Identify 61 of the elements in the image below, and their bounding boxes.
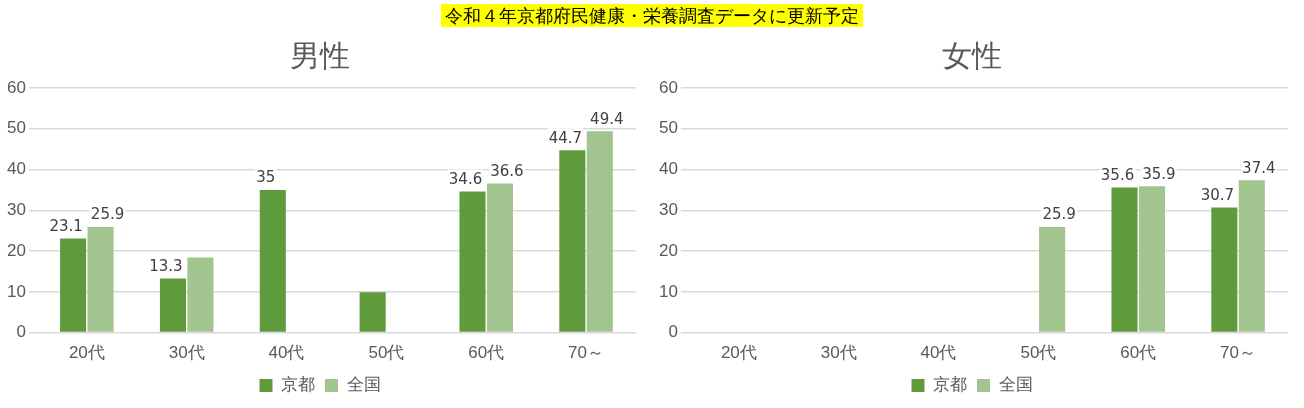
bar: [60, 238, 87, 332]
data-label: 35.6: [1100, 165, 1135, 184]
data-label: 13.3: [149, 256, 183, 275]
y-tick-label: 40: [6, 159, 26, 179]
x-tick-label: 20代: [720, 343, 757, 363]
data-label: 37.4: [1242, 158, 1276, 177]
bar: [359, 292, 386, 332]
x-tick-label: 40代: [920, 343, 957, 363]
y-tick-label: 30: [6, 199, 26, 219]
bar: [459, 191, 486, 332]
y-tick-label: 40: [658, 159, 678, 179]
x-tick-label: 50代: [368, 343, 405, 363]
bar: [1111, 187, 1138, 332]
x-tick-label: 40代: [268, 343, 305, 363]
x-tick-label: 30代: [168, 343, 205, 363]
legend-label: 全国: [346, 375, 381, 395]
y-tick-label: 20: [6, 240, 26, 260]
bar: [259, 189, 286, 332]
bar: [159, 278, 186, 332]
data-label: 25.9: [90, 205, 125, 224]
y-tick-label: 60: [658, 77, 678, 97]
x-tick-label: 60代: [1120, 343, 1157, 363]
bar: [1138, 186, 1165, 332]
y-tick-label: 60: [6, 77, 26, 97]
data-label: 44.7: [548, 128, 583, 147]
x-tick-label: 30代: [820, 343, 857, 363]
bar: [1211, 207, 1238, 332]
y-tick-label: 50: [658, 118, 678, 138]
data-label: 23.1: [49, 216, 83, 235]
data-label: 34.6: [448, 169, 483, 188]
y-tick-label: 30: [658, 199, 678, 219]
data-label: 30.7: [1200, 185, 1235, 204]
data-label: 35: [256, 168, 276, 187]
y-tick-label: 10: [658, 281, 678, 301]
data-label: 49.4: [590, 109, 624, 128]
chart-title: 女性: [942, 37, 1002, 73]
text: 令和４年京都府民健康・栄養調査データに更新予定: [441, 4, 863, 27]
bar: [1039, 227, 1066, 332]
legend-label: 京都: [281, 375, 315, 395]
x-tick-label: 70～: [1220, 343, 1257, 363]
bar: [559, 150, 586, 332]
chart-title: 男性: [290, 37, 350, 73]
y-tick-label: 0: [668, 322, 678, 342]
y-tick-label: 20: [658, 240, 678, 260]
data-label: 25.9: [1042, 205, 1076, 224]
legend-label: 全国: [998, 375, 1033, 395]
x-tick-label: 50代: [1020, 343, 1057, 363]
legend-label: 京都: [933, 375, 967, 395]
data-label: 36.6: [490, 161, 524, 180]
bar: [486, 183, 513, 332]
bar: [187, 257, 214, 332]
x-tick-label: 60代: [468, 343, 505, 363]
y-tick-label: 10: [6, 281, 26, 301]
y-tick-label: 0: [16, 322, 26, 342]
bar: [87, 227, 114, 332]
x-tick-label: 70～: [568, 343, 605, 363]
x-tick-label: 20代: [68, 343, 105, 363]
bar: [1238, 180, 1265, 332]
bar: [586, 131, 613, 332]
y-tick-label: 50: [6, 118, 26, 138]
data-label: 35.9: [1142, 164, 1176, 183]
